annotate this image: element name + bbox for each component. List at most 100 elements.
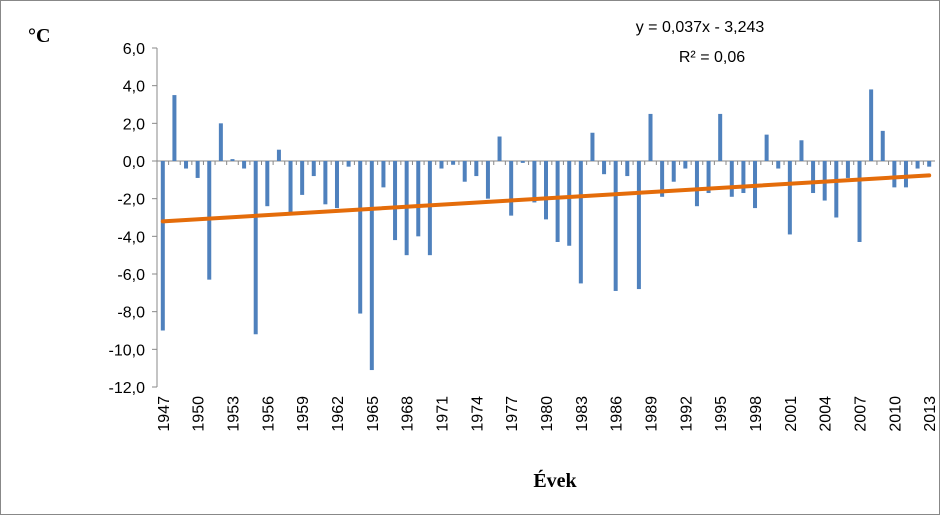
bar	[497, 136, 502, 161]
bar	[776, 161, 781, 169]
bar	[834, 161, 839, 218]
bar	[300, 161, 305, 195]
bar	[799, 140, 804, 161]
bar	[660, 161, 665, 197]
bar	[218, 123, 223, 161]
y-tick-label: -2,0	[117, 192, 145, 209]
trend-r2: R² = 0,06	[679, 49, 745, 66]
bar	[671, 161, 676, 182]
x-tick-label: 1998	[748, 396, 765, 432]
bar	[811, 161, 816, 194]
bar	[915, 161, 920, 169]
bar	[729, 161, 734, 197]
bar	[741, 161, 746, 194]
x-axis-label: Évek	[533, 469, 577, 492]
bar	[265, 161, 270, 207]
x-tick-label: 1965	[365, 396, 382, 432]
x-tick-label: 2013	[922, 396, 939, 432]
bar	[892, 161, 897, 188]
bar	[334, 161, 339, 209]
y-tick-label: -6,0	[117, 267, 145, 284]
bar	[416, 161, 421, 237]
bar	[555, 161, 560, 242]
y-tick-label: -8,0	[117, 305, 145, 322]
bar	[439, 161, 444, 169]
bar	[857, 161, 862, 242]
trend-line	[160, 173, 932, 224]
y-tick-label: 2,0	[123, 116, 145, 133]
bar	[532, 161, 537, 203]
bar	[311, 161, 316, 177]
bar	[393, 161, 398, 241]
bar	[253, 161, 258, 335]
bar	[625, 161, 630, 177]
bar	[462, 161, 467, 182]
bar	[787, 161, 792, 235]
bar	[706, 161, 711, 194]
y-tick-label: -10,0	[109, 342, 146, 359]
y-tick-label: 4,0	[123, 79, 145, 96]
x-tick-label: 1968	[400, 396, 417, 432]
bar	[602, 161, 607, 175]
bar	[381, 161, 386, 188]
bar	[323, 161, 328, 205]
bar	[683, 161, 688, 169]
x-tick-label: 1977	[504, 396, 521, 432]
bar	[590, 132, 595, 161]
x-tick-label: 1953	[225, 396, 242, 432]
trend-equation: y = 0,037x - 3,243	[636, 19, 765, 36]
y-tick-label: 6,0	[123, 41, 145, 58]
x-tick-label: 1971	[434, 396, 451, 432]
bar	[764, 134, 769, 161]
bar	[242, 161, 247, 169]
x-tick-label: 2004	[818, 396, 835, 432]
x-tick-label: 1989	[644, 396, 661, 432]
bar	[358, 161, 363, 314]
bar	[509, 161, 514, 216]
y-tick-label: -12,0	[109, 380, 146, 397]
bar	[636, 161, 641, 290]
y-tick-label: -4,0	[117, 229, 145, 246]
bar	[195, 161, 200, 178]
bar	[567, 161, 572, 246]
bar	[694, 161, 699, 207]
x-tick-label: 1995	[713, 396, 730, 432]
bar	[927, 161, 932, 167]
bar	[276, 149, 281, 161]
bar	[718, 113, 723, 161]
bar	[474, 161, 479, 177]
bar	[184, 161, 189, 169]
x-tick-label: 2001	[783, 396, 800, 432]
bar	[172, 95, 177, 161]
bar	[578, 161, 583, 284]
bar	[544, 161, 548, 220]
y-axis-label: °C	[28, 25, 50, 47]
bar	[869, 89, 874, 161]
bar	[485, 161, 490, 199]
bar	[613, 161, 618, 291]
bar	[346, 161, 351, 167]
bar	[160, 161, 165, 331]
x-tick-label: 2007	[853, 396, 870, 432]
x-tick-label: 1980	[539, 396, 556, 432]
bar	[520, 161, 525, 163]
x-tick-label: 1992	[678, 396, 695, 432]
x-tick-label: 1947	[156, 396, 173, 432]
x-tick-label: 1986	[609, 396, 626, 432]
y-tick-label: 0,0	[123, 154, 145, 171]
x-tick-label: 1950	[191, 396, 208, 432]
x-tick-label: 1956	[260, 396, 277, 432]
bar	[903, 161, 908, 188]
bar	[845, 161, 850, 178]
bar	[288, 161, 293, 214]
x-tick-label: 1983	[574, 396, 591, 432]
bar	[451, 161, 456, 165]
bar	[427, 161, 432, 256]
x-tick-label: 2010	[887, 396, 904, 432]
x-tick-label: 1962	[330, 396, 347, 432]
bar	[648, 113, 653, 161]
bar	[230, 159, 235, 161]
x-tick-label: 1974	[469, 396, 486, 432]
